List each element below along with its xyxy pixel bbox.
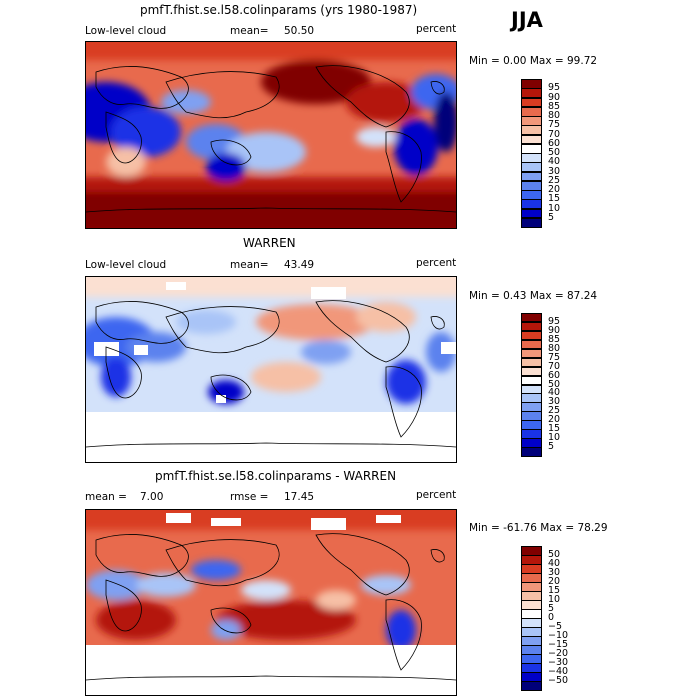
colorbar-tick-label: 85 xyxy=(548,333,561,345)
panel3-rmse-value: 17.45 xyxy=(284,491,315,503)
panel2-units: percent xyxy=(416,257,457,269)
panel2-colorbar: 95 90 85 80 75 70 60 50 40 30 25 20 15 10 5 xyxy=(521,313,560,457)
colorbar-tick-label: 90 xyxy=(548,91,561,103)
colorbar-tick-label: 20 xyxy=(548,576,561,587)
colorbar-tick-label: 25 xyxy=(548,174,561,186)
colorbar-tick-label: 30 xyxy=(548,396,561,408)
colorbar-tick-label: 40 xyxy=(548,387,561,399)
colorbar-swatch xyxy=(521,217,542,228)
colorbar-tick-label: −5 xyxy=(548,621,563,632)
colorbar-swatch xyxy=(521,348,542,359)
panel2-min-max: Min = 0.43 Max = 87.24 xyxy=(469,290,598,302)
colorbar-swatch xyxy=(521,402,542,412)
colorbar-swatch xyxy=(521,321,542,332)
season-label: JJA xyxy=(511,8,543,32)
panel3-rmse-label: rmse = xyxy=(230,491,269,503)
colorbar-tick-label: 15 xyxy=(548,585,561,596)
colorbar-tick-label: 0 xyxy=(548,612,555,623)
colorbar-swatch xyxy=(521,384,542,394)
colorbar-tick-label: 50 xyxy=(548,147,561,158)
panel3-title: pmfT.fhist.se.l58.colinparams - WARREN xyxy=(155,469,397,483)
colorbar-tick-label: 10 xyxy=(548,202,561,214)
colorbar-tick-label: −20 xyxy=(548,648,569,659)
colorbar-tick-label: 30 xyxy=(548,567,561,578)
colorbar-tick-label: −10 xyxy=(548,630,569,641)
colorbar-tick-label: 50 xyxy=(548,378,561,390)
colorbar-tick-label: 70 xyxy=(548,360,561,372)
colorbar-tick-label: 70 xyxy=(548,128,561,140)
panel3-min-max: Min = -61.76 Max = 78.29 xyxy=(469,522,608,534)
colorbar-tick-label: −50 xyxy=(548,675,569,686)
colorbar-swatch xyxy=(521,366,542,377)
panel1-colorbar: 95 90 85 80 75 70 60 50 40 30 25 20 15 10 5 xyxy=(521,79,560,228)
colorbar-swatch xyxy=(521,357,542,368)
colorbar-swatch xyxy=(521,313,542,323)
panel2-title: WARREN xyxy=(243,236,296,250)
panel1-map xyxy=(85,41,457,229)
colorbar-tick-label: 20 xyxy=(548,414,561,426)
colorbar-tick-label: 95 xyxy=(548,82,561,94)
colorbar-swatch xyxy=(521,447,542,457)
colorbar-swatch xyxy=(521,411,542,421)
colorbar-swatch xyxy=(521,420,542,430)
panel2-mean-value: 43.49 xyxy=(284,259,315,271)
panel1-mean-value: 50.50 xyxy=(284,25,315,37)
colorbar-swatch xyxy=(521,330,542,341)
colorbar-tick-label: 20 xyxy=(548,184,561,195)
panel2-variable-label: Low-level cloud xyxy=(85,259,167,271)
colorbar-swatch xyxy=(521,438,542,448)
colorbar-tick-label: 40 xyxy=(548,558,561,569)
colorbar-tick-label: −30 xyxy=(548,657,569,668)
colorbar-swatch xyxy=(521,681,542,691)
colorbar-tick-label: 10 xyxy=(548,594,561,605)
colorbar-tick-label: 30 xyxy=(548,165,561,177)
colorbar-tick-label: 60 xyxy=(548,137,561,149)
colorbar-tick-label: 5 xyxy=(548,211,555,223)
panel3-mean-label: mean = xyxy=(85,491,127,503)
colorbar-tick-label: 90 xyxy=(548,324,561,336)
panel1-mean-label: mean= xyxy=(230,25,269,37)
colorbar-tick-label: 75 xyxy=(548,119,561,131)
colorbar-tick-label: 5 xyxy=(548,441,555,453)
colorbar-tick-label: 85 xyxy=(548,100,561,112)
panel2-mean-label: mean= xyxy=(230,259,269,271)
colorbar-tick-label: 75 xyxy=(548,351,561,363)
colorbar-tick-label: 60 xyxy=(548,369,561,381)
colorbar-swatch xyxy=(521,339,542,350)
colorbar-tick-label: 15 xyxy=(548,193,561,205)
colorbar-tick-label: 5 xyxy=(548,603,555,614)
panel3-map xyxy=(85,509,457,696)
colorbar-tick-label: 25 xyxy=(548,405,561,417)
colorbar-tick-label: 50 xyxy=(548,549,561,560)
panel1-min-max: Min = 0.00 Max = 99.72 xyxy=(469,55,598,67)
colorbar-tick-label: 10 xyxy=(548,432,561,444)
colorbar-tick-label: 15 xyxy=(548,423,561,435)
panel1-title: pmfT.fhist.se.l58.colinparams (yrs 1980-… xyxy=(140,3,418,17)
panel2-map xyxy=(85,276,457,463)
colorbar-swatch xyxy=(521,429,542,439)
colorbar-tick-label: 80 xyxy=(548,342,561,354)
colorbar-tick-label: 40 xyxy=(548,156,561,168)
colorbar-swatch xyxy=(521,375,542,385)
panel1-units: percent xyxy=(416,23,457,35)
colorbar-swatch xyxy=(521,393,542,403)
panel1-variable-label: Low-level cloud xyxy=(85,25,167,37)
colorbar-tick-label: 95 xyxy=(548,315,561,327)
panel3-units: percent xyxy=(416,489,457,501)
colorbar-tick-label: −15 xyxy=(548,639,569,650)
panel3-mean-value: 7.00 xyxy=(140,491,164,503)
panel3-colorbar: 50 40 30 20 15 10 5 0 −5 −10 −15 −20 −30 −40 −50 xyxy=(521,546,568,691)
colorbar-tick-label: 80 xyxy=(548,110,561,121)
colorbar-tick-label: −40 xyxy=(548,666,569,677)
